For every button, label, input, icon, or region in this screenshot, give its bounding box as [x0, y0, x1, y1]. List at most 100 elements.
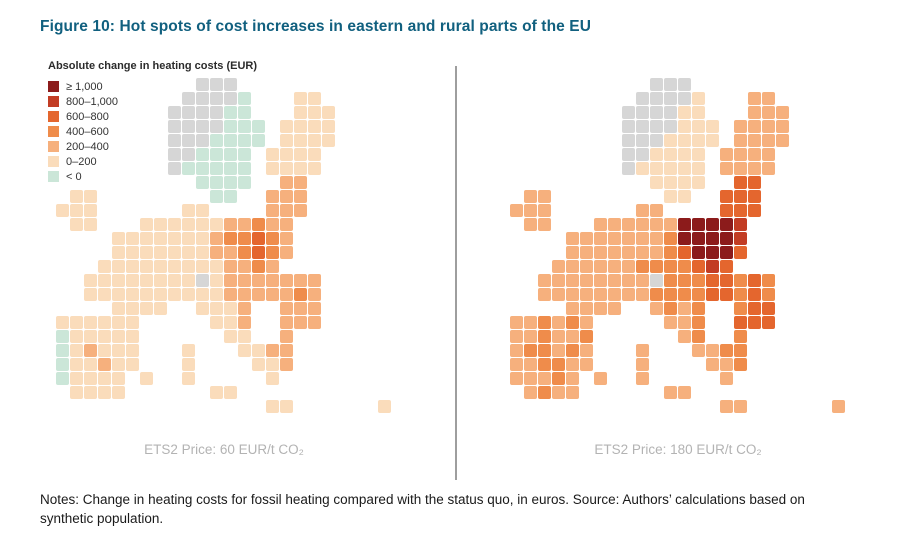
map-region-cell: [678, 92, 691, 105]
map-region-cell: [650, 120, 663, 133]
map-region-cell: [210, 78, 223, 91]
map-region-cell: [678, 162, 691, 175]
map-region-cell: [566, 330, 579, 343]
map-region-cell: [56, 316, 69, 329]
legend-item: 600–800: [48, 109, 257, 124]
map-region-cell: [224, 274, 237, 287]
map-region-cell: [734, 148, 747, 161]
map-region-cell: [168, 218, 181, 231]
map-region-cell: [664, 260, 677, 273]
map-region-cell: [182, 92, 195, 105]
map-region-cell: [594, 288, 607, 301]
map-region-cell: [580, 246, 593, 259]
map-region-cell: [678, 176, 691, 189]
map-region-cell: [210, 218, 223, 231]
map-region-cell: [224, 232, 237, 245]
map-region-cell: [224, 330, 237, 343]
map-region-cell: [510, 372, 523, 385]
map-region-cell: [182, 344, 195, 357]
map-region-cell: [140, 260, 153, 273]
map-region-cell: [678, 246, 691, 259]
map-region-cell: [762, 106, 775, 119]
map-region-cell: [762, 274, 775, 287]
map-region-cell: [664, 316, 677, 329]
map-region-cell: [720, 218, 733, 231]
map-caption-left: ETS2 Price: 60 EUR/t CO₂: [144, 442, 304, 457]
map-region-cell: [678, 386, 691, 399]
map-region-cell: [706, 246, 719, 259]
map-region-cell: [678, 302, 691, 315]
legend-item: 800–1,000: [48, 94, 257, 109]
map-region-cell: [734, 330, 747, 343]
map-region-cell: [196, 176, 209, 189]
map-region-cell: [266, 400, 279, 413]
map-region-cell: [308, 134, 321, 147]
map-region-cell: [734, 120, 747, 133]
map-region-cell: [294, 120, 307, 133]
map-region-cell: [538, 288, 551, 301]
map-region-cell: [196, 288, 209, 301]
map-region-cell: [748, 162, 761, 175]
map-region-cell: [98, 358, 111, 371]
map-region-cell: [734, 162, 747, 175]
map-region-cell: [692, 246, 705, 259]
map-region-cell: [580, 330, 593, 343]
map-region-cell: [734, 358, 747, 371]
map-region-cell: [70, 386, 83, 399]
map-region-cell: [636, 344, 649, 357]
map-region-cell: [720, 204, 733, 217]
map-region-cell: [196, 274, 209, 287]
map-region-cell: [266, 358, 279, 371]
map-region-cell: [510, 316, 523, 329]
map-region-cell: [734, 288, 747, 301]
map-region-cell: [734, 400, 747, 413]
map-region-cell: [70, 330, 83, 343]
map-region-cell: [196, 134, 209, 147]
map-region-cell: [538, 330, 551, 343]
map-region-cell: [266, 246, 279, 259]
map-region-cell: [266, 204, 279, 217]
map-region-cell: [168, 120, 181, 133]
map-region-cell: [308, 274, 321, 287]
map-region-cell: [650, 274, 663, 287]
figure-notes: Notes: Change in heating costs for fossi…: [40, 492, 805, 527]
map-region-cell: [56, 344, 69, 357]
map-region-cell: [182, 218, 195, 231]
map-region-cell: [566, 288, 579, 301]
legend-item-label: 200–400: [66, 140, 109, 153]
map-region-cell: [280, 176, 293, 189]
map-region-cell: [524, 190, 537, 203]
map-region-cell: [748, 204, 761, 217]
map-region-cell: [650, 260, 663, 273]
map-region-cell: [210, 260, 223, 273]
map-region-cell: [734, 190, 747, 203]
map-region-cell: [252, 358, 265, 371]
map-region-cell: [238, 218, 251, 231]
map-region-cell: [692, 232, 705, 245]
legend-item-label: 800–1,000: [66, 95, 118, 108]
map-region-cell: [112, 330, 125, 343]
map-region-cell: [636, 288, 649, 301]
map-region-cell: [720, 288, 733, 301]
map-region-cell: [294, 162, 307, 175]
map-region-cell: [734, 274, 747, 287]
choropleth-map-ets2-180: [510, 78, 845, 413]
map-region-cell: [720, 274, 733, 287]
map-region-cell: [182, 274, 195, 287]
map-region-cell: [706, 134, 719, 147]
map-region-cell: [706, 120, 719, 133]
map-region-cell: [70, 372, 83, 385]
map-region-cell: [734, 302, 747, 315]
map-region-cell: [168, 260, 181, 273]
map-region-cell: [154, 274, 167, 287]
map-region-cell: [182, 232, 195, 245]
map-region-cell: [636, 246, 649, 259]
map-region-cell: [622, 246, 635, 259]
map-region-cell: [678, 260, 691, 273]
map-region-cell: [650, 106, 663, 119]
map-region-cell: [210, 274, 223, 287]
map-region-cell: [196, 302, 209, 315]
map-region-cell: [608, 274, 621, 287]
map-region-cell: [308, 106, 321, 119]
